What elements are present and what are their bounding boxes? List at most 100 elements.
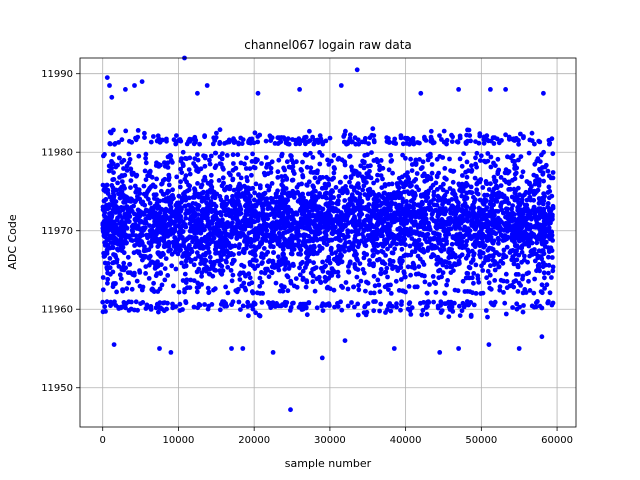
data-point bbox=[360, 267, 366, 272]
data-point bbox=[437, 209, 442, 214]
data-point bbox=[263, 138, 269, 144]
data-point bbox=[283, 224, 289, 229]
data-point bbox=[536, 183, 542, 188]
data-point bbox=[473, 215, 479, 221]
data-point bbox=[238, 206, 244, 212]
data-point bbox=[320, 308, 326, 313]
data-point bbox=[463, 141, 469, 147]
data-point bbox=[108, 240, 114, 246]
data-point bbox=[471, 280, 476, 286]
data-point bbox=[547, 188, 553, 194]
data-point bbox=[389, 181, 395, 187]
data-point bbox=[268, 243, 274, 248]
x-tick-label: 20000 bbox=[238, 435, 270, 446]
data-point bbox=[471, 271, 477, 276]
data-point bbox=[500, 194, 506, 200]
data-point bbox=[511, 284, 517, 290]
data-point bbox=[410, 260, 416, 266]
data-point bbox=[285, 204, 291, 210]
data-point bbox=[240, 270, 246, 276]
data-point bbox=[357, 195, 363, 201]
data-point bbox=[279, 153, 284, 159]
data-point bbox=[105, 276, 111, 282]
data-point bbox=[280, 218, 286, 224]
data-point bbox=[462, 302, 468, 308]
data-point bbox=[284, 177, 290, 182]
data-point bbox=[284, 215, 290, 221]
outlier-point bbox=[204, 83, 210, 88]
outlier-point bbox=[270, 350, 276, 355]
data-point bbox=[521, 230, 527, 236]
data-point bbox=[267, 258, 272, 263]
data-point bbox=[434, 261, 440, 267]
data-point bbox=[383, 310, 388, 315]
data-point bbox=[395, 226, 401, 232]
data-point bbox=[294, 184, 300, 190]
data-point bbox=[349, 229, 354, 235]
data-point bbox=[199, 182, 205, 188]
data-point bbox=[268, 138, 274, 144]
data-point bbox=[141, 220, 147, 226]
data-point bbox=[369, 150, 374, 156]
data-point bbox=[422, 178, 428, 184]
data-point bbox=[138, 301, 144, 306]
data-point bbox=[202, 133, 208, 139]
data-point bbox=[324, 236, 330, 242]
data-point bbox=[510, 254, 516, 260]
data-point bbox=[304, 278, 309, 283]
data-point bbox=[255, 139, 261, 145]
data-point bbox=[288, 251, 294, 257]
data-point bbox=[517, 304, 522, 310]
data-point bbox=[425, 157, 431, 163]
data-point bbox=[317, 193, 322, 198]
data-point bbox=[189, 235, 195, 240]
data-point bbox=[545, 201, 551, 206]
data-point bbox=[406, 212, 412, 218]
data-point bbox=[186, 195, 192, 201]
data-point bbox=[293, 276, 299, 281]
data-point bbox=[386, 167, 392, 173]
data-point bbox=[492, 267, 498, 273]
data-point bbox=[383, 201, 389, 207]
data-point bbox=[413, 193, 418, 198]
data-point bbox=[527, 181, 532, 187]
data-point bbox=[164, 138, 169, 144]
data-point bbox=[431, 196, 437, 202]
data-point bbox=[477, 131, 483, 137]
data-point bbox=[389, 199, 394, 205]
data-point bbox=[294, 220, 299, 226]
data-point bbox=[448, 206, 453, 212]
data-point bbox=[374, 207, 380, 213]
data-point bbox=[303, 265, 308, 270]
data-point bbox=[399, 206, 405, 211]
data-point bbox=[469, 163, 474, 169]
data-point bbox=[370, 126, 376, 132]
x-tick-label: 60000 bbox=[541, 435, 573, 446]
data-point bbox=[170, 301, 175, 307]
data-point bbox=[312, 138, 318, 143]
data-point bbox=[441, 247, 447, 252]
data-point bbox=[420, 231, 425, 237]
data-point bbox=[536, 196, 542, 201]
data-point bbox=[139, 287, 145, 293]
data-point bbox=[371, 290, 377, 296]
data-point bbox=[137, 283, 143, 289]
data-point bbox=[306, 233, 312, 239]
data-point bbox=[197, 302, 203, 308]
data-point bbox=[451, 211, 456, 216]
data-point bbox=[398, 210, 403, 216]
data-point bbox=[406, 284, 412, 289]
data-point bbox=[549, 229, 554, 235]
data-point bbox=[236, 299, 242, 305]
data-point bbox=[255, 245, 260, 250]
data-point bbox=[474, 150, 480, 156]
data-point bbox=[418, 204, 423, 210]
data-point bbox=[473, 239, 478, 244]
data-point bbox=[486, 138, 491, 144]
data-point bbox=[514, 165, 520, 171]
data-point bbox=[425, 153, 431, 159]
data-point bbox=[174, 174, 180, 180]
data-point bbox=[518, 154, 524, 160]
data-point bbox=[247, 199, 253, 205]
data-point bbox=[342, 236, 348, 241]
